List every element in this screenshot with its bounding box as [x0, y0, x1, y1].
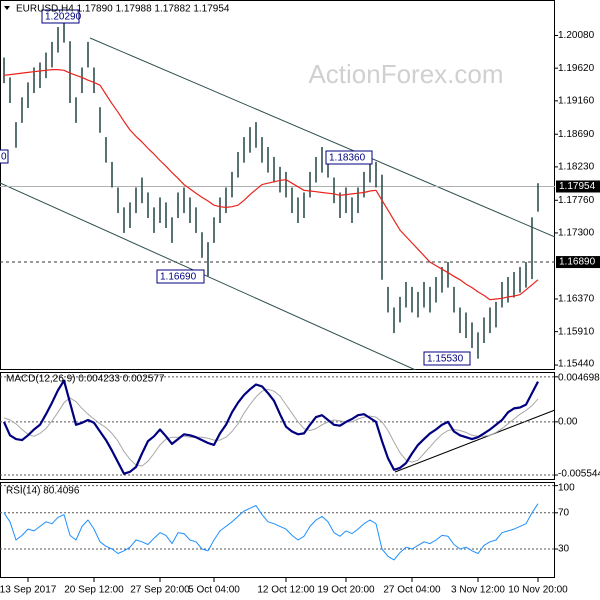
macd-title: MACD(12,26,9) 0.004233 0.002577	[6, 374, 165, 385]
x-tick-label: 5 Oct 04:00	[188, 585, 240, 596]
indicator-line	[2, 379, 539, 475]
macd-panel	[0, 372, 555, 480]
annotation-box	[41, 9, 80, 24]
price-label: 1.17954	[559, 181, 596, 192]
y-tick-label: 1.16370	[558, 294, 595, 305]
y-tick-label: -0.005544	[558, 469, 600, 480]
y-tick-label: 70	[558, 507, 570, 518]
x-tick-label: 3 Nov 12:00	[451, 585, 505, 596]
x-tick-label: 10 Nov 20:00	[508, 585, 568, 596]
x-tick-label: 27 Oct 04:00	[383, 585, 441, 596]
annotation: 0	[1, 152, 7, 163]
y-tick-label: 100	[558, 483, 575, 494]
menu-arrow	[4, 6, 10, 10]
trend-line	[394, 409, 556, 473]
x-tick-label: 27 Sep 20:00	[130, 585, 190, 596]
price-panel	[0, 0, 555, 370]
annotation-box	[325, 150, 373, 165]
y-tick-label: 30	[558, 544, 570, 555]
y-tick-label: 1.17760	[558, 195, 595, 206]
channel-line	[0, 182, 417, 370]
price-label-box	[556, 180, 600, 193]
price-label-box	[556, 256, 600, 269]
chart-title: EURUSD,H4 1.17890 1.17988 1.17882 1.1795…	[16, 4, 230, 15]
indicator-line	[3, 388, 539, 467]
y-tick-label: 1.17300	[558, 228, 595, 239]
annotation: 1.18360	[329, 153, 366, 164]
y-tick-label: 1.18690	[558, 129, 595, 140]
annotation: 1.16690	[160, 272, 197, 283]
y-tick-label: 1.18230	[558, 162, 595, 173]
channel-line	[89, 37, 555, 238]
price-label: 1.16890	[559, 257, 596, 268]
indicator-line	[3, 503, 539, 561]
annotation: 1.20290	[45, 12, 82, 23]
annotation-box	[0, 149, 9, 164]
y-tick-label: 1.19160	[558, 95, 595, 106]
moving-average	[3, 69, 539, 301]
rsi-title: RSI(14) 80.4096	[6, 486, 80, 497]
y-tick-label: 0.004698	[558, 373, 600, 384]
y-tick-label: 1.15910	[558, 326, 595, 337]
x-tick-label: 19 Oct 20:00	[317, 585, 375, 596]
y-tick-label: 1.15440	[558, 359, 595, 370]
y-tick-label: 1.20080	[558, 30, 595, 41]
y-tick-label: 1.19620	[558, 63, 595, 74]
x-tick-label: 20 Sep 12:00	[64, 585, 124, 596]
x-tick-label: 12 Oct 12:00	[257, 585, 315, 596]
x-tick-label: 13 Sep 2017	[0, 585, 57, 596]
annotation-box	[156, 269, 205, 284]
y-tick-label: 0.00	[558, 417, 578, 428]
watermark: ActionForex.com	[308, 59, 503, 89]
rsi-panel	[0, 482, 555, 578]
annotation: 1.15530	[427, 354, 464, 365]
annotation-box	[423, 351, 471, 366]
